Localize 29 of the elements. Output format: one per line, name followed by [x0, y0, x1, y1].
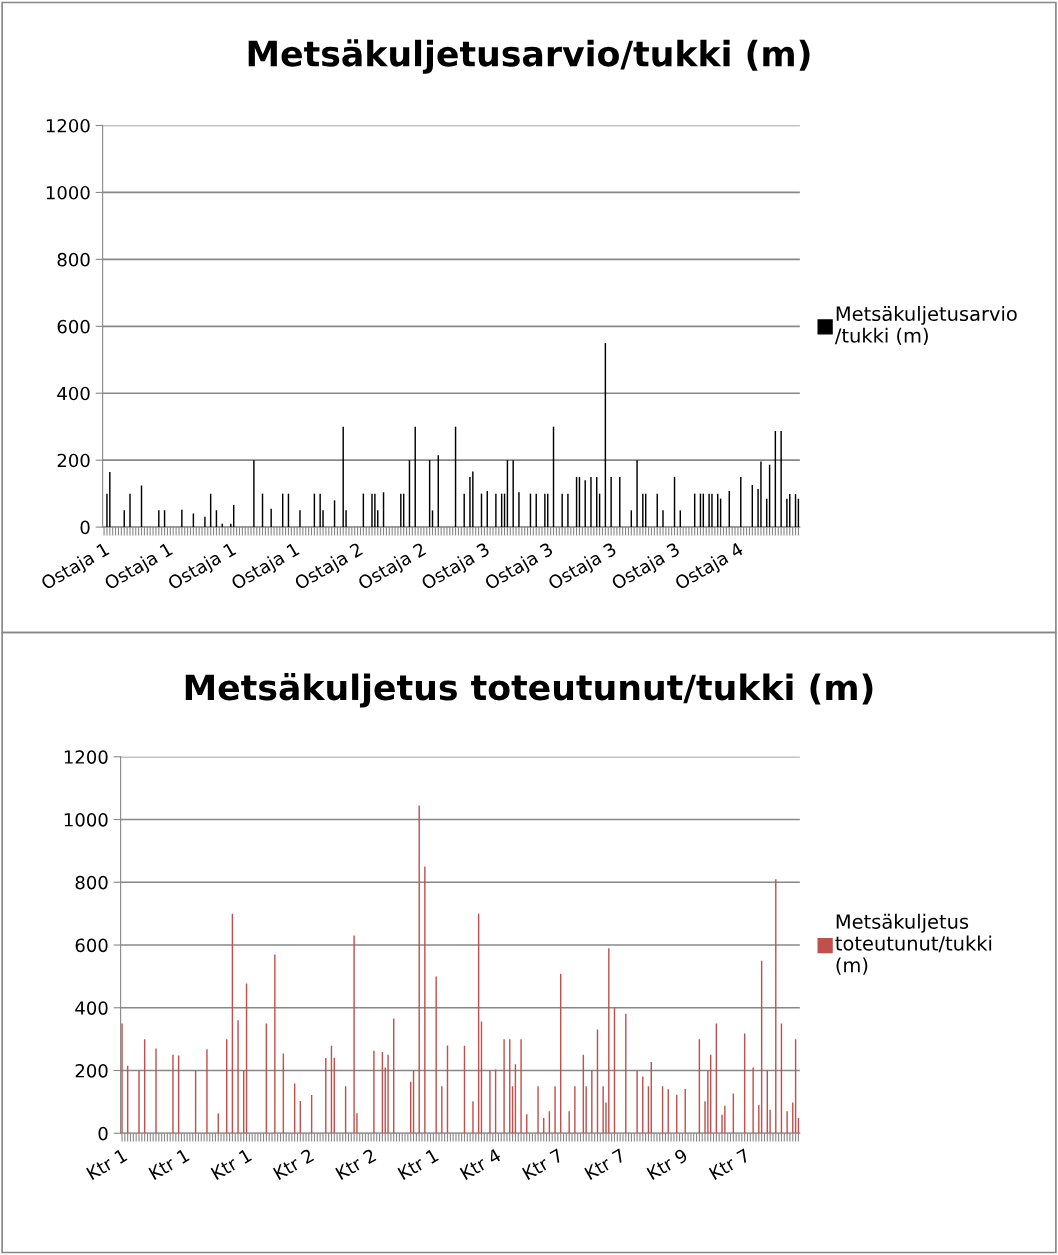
- x-tick-label: Ktr 9: [646, 1148, 689, 1181]
- x-tick-label: Ktr 7: [584, 1148, 626, 1180]
- x-tick-label: Ktr 7: [708, 1148, 751, 1180]
- x-tick-label: Ktr 4: [459, 1148, 502, 1180]
- x-tick-label: Ktr 1: [210, 1148, 252, 1180]
- y-tick-label: 200: [75, 1063, 108, 1078]
- x-tick-label: Ktr 7: [521, 1148, 564, 1180]
- y-tick-label: 0: [80, 520, 90, 535]
- y-tick-label: 1000: [46, 185, 90, 200]
- x-tick-label: Ktr 1: [148, 1148, 190, 1180]
- chart-title: Metsäkuljetus toteutunut/tukki (m): [185, 673, 873, 708]
- legend-label: Metsäkuljetus toteutunut/tukki (m): [835, 913, 992, 975]
- legend-label: Metsäkuljetusarvio /tukki (m): [834, 306, 1017, 346]
- x-tick-label: Ktr 1: [86, 1148, 128, 1180]
- y-tick-label: 200: [57, 453, 90, 468]
- y-tick-label: 1200: [64, 750, 108, 764]
- chart-title: Metsäkuljetusarvio/tukki (m): [248, 39, 810, 74]
- y-tick-label: 600: [75, 938, 108, 953]
- x-tick-label: Ktr 1: [397, 1148, 439, 1180]
- y-tick-label: 800: [75, 875, 108, 890]
- x-tick-label: Ktr 2: [272, 1148, 315, 1180]
- y-tick-label: 800: [57, 252, 90, 267]
- y-tick-label: 1200: [46, 118, 90, 133]
- y-tick-label: 400: [75, 1001, 108, 1015]
- y-tick-label: 600: [57, 319, 90, 334]
- y-tick-label: 400: [57, 386, 90, 401]
- x-tick-label: Ktr 2: [335, 1148, 377, 1180]
- y-tick-label: 1000: [64, 812, 108, 827]
- y-tick-label: 0: [98, 1126, 108, 1141]
